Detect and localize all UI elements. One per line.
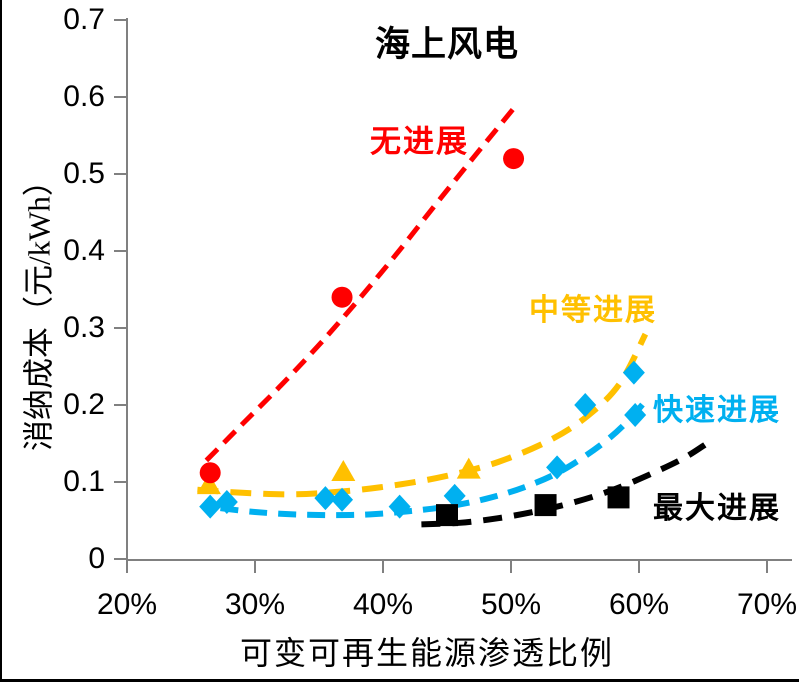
y-tick-label: 0.5: [63, 157, 105, 190]
data-point-无进展: [503, 148, 525, 170]
x-axis-title: 可变可再生能源渗透比例: [239, 635, 614, 671]
data-point-快速进展: [331, 487, 354, 512]
y-tick-label: 0.6: [63, 80, 105, 113]
data-point-快速进展: [624, 403, 647, 428]
x-tick-label: 40%: [352, 588, 414, 621]
chart-title: 海上风电: [374, 25, 519, 64]
data-point-快速进展: [546, 455, 569, 480]
series-label-rapid-progress: 快速进展: [653, 394, 781, 427]
data-point-快速进展: [443, 483, 466, 508]
data-point-快速进展: [215, 490, 238, 515]
y-tick-label: 0.2: [63, 388, 105, 421]
x-tick-label: 30%: [224, 588, 286, 621]
data-point-最大进展: [436, 504, 458, 527]
data-point-快速进展: [388, 494, 411, 519]
data-point-快速进展: [574, 393, 597, 417]
data-point-快速进展: [314, 486, 337, 511]
trend-curve-中等进展: [197, 332, 649, 498]
series-label-maximum-progress: 最大进展: [653, 492, 781, 525]
trend-curve-快速进展: [220, 396, 651, 519]
trend-curve-最大进展: [421, 440, 709, 528]
x-tick-label: 50%: [480, 588, 542, 621]
data-point-无进展: [331, 286, 353, 308]
data-point-快速进展: [199, 494, 222, 519]
data-point-最大进展: [534, 494, 557, 517]
series-label-no-progress: 无进展: [370, 124, 469, 159]
x-tick-label: 20%: [96, 588, 158, 621]
y-tick-label: 0.1: [63, 465, 105, 498]
x-tick-label: 60%: [608, 588, 670, 621]
data-point-中等进展: [331, 459, 356, 481]
data-point-中等进展: [456, 457, 481, 479]
y-tick-label: 0: [88, 542, 105, 575]
trend-curve-无进展: [204, 106, 516, 463]
x-tick-label: 70%: [736, 588, 798, 621]
y-tick-label: 0.3: [63, 311, 105, 344]
y-tick-label: 0.4: [63, 234, 105, 267]
data-point-快速进展: [622, 360, 645, 385]
data-point-最大进展: [607, 486, 630, 509]
data-point-中等进展: [196, 473, 221, 495]
data-point-无进展: [199, 462, 221, 484]
y-tick-label: 0.7: [63, 3, 105, 36]
series-label-moderate-progress: 中等进展: [529, 294, 657, 327]
